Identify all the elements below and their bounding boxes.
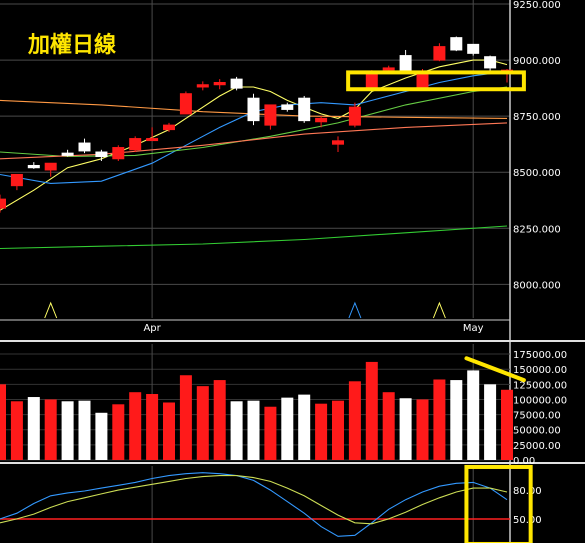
candle-body	[247, 97, 260, 122]
candle-body	[27, 164, 40, 169]
volume-bar	[95, 412, 108, 460]
volume-bar	[382, 392, 395, 460]
volume-bar	[179, 375, 192, 460]
indicator-mark	[432, 301, 446, 319]
candle-body	[163, 124, 175, 131]
candle-body	[112, 147, 125, 160]
candle-body	[433, 46, 446, 61]
volume-bar	[315, 403, 328, 460]
x-axis-tick-labels: Apr May	[143, 323, 483, 334]
volume-tick-label: 75000.00	[513, 411, 561, 422]
kd-indicator-lines	[0, 472, 508, 537]
candle-body	[44, 162, 57, 171]
kd-line	[0, 475, 508, 525]
price-tick-label: 8750.000	[513, 112, 561, 123]
kd-line	[0, 472, 508, 537]
y-axis-tick-labels: 9250.000 9000.000 8750.000 8500.000 8250.000…	[513, 0, 567, 526]
candle-body	[450, 37, 463, 51]
volume-bar	[399, 398, 412, 460]
candle-body	[298, 97, 311, 122]
candle-body	[179, 93, 192, 115]
volume-bars	[0, 361, 513, 460]
candle-body	[281, 104, 294, 110]
highlight-box	[464, 464, 533, 543]
x-tick-label: May	[463, 323, 484, 334]
indicator-mark	[348, 301, 362, 319]
volume-bar	[281, 397, 294, 460]
volume-bar	[112, 404, 125, 460]
candle-body	[196, 84, 209, 88]
candle-body	[348, 106, 361, 126]
indicator-marks	[44, 301, 446, 319]
indicator-mark	[44, 301, 58, 319]
x-tick-label: Apr	[143, 323, 161, 334]
volume-bar	[230, 401, 243, 460]
volume-bar	[213, 380, 226, 460]
candle-body	[382, 67, 395, 71]
volume-bar	[44, 399, 57, 460]
volume-bar	[484, 384, 497, 460]
price-tick-label: 8000.000	[513, 280, 561, 291]
moving-average-line	[0, 122, 508, 160]
candle-body	[146, 138, 159, 142]
volume-bar	[129, 392, 142, 460]
volume-tick-label: 125000.00	[513, 380, 567, 391]
candle-body	[10, 173, 23, 187]
candle-body	[129, 138, 142, 151]
volume-bar	[146, 394, 159, 460]
volume-bar	[365, 361, 378, 460]
volume-tick-label: 175000.00	[513, 350, 567, 361]
volume-bar	[61, 401, 74, 460]
volume-bar	[298, 394, 311, 460]
volume-tick-label: 150000.00	[513, 365, 567, 376]
candle-body	[467, 43, 480, 54]
volume-tick-label: 0.00	[513, 456, 535, 467]
volume-tick-label: 25000.00	[513, 441, 561, 452]
chart-title: 加權日線	[27, 32, 116, 58]
volume-bar	[27, 397, 40, 460]
candle-body	[315, 117, 328, 123]
volume-bar	[467, 370, 480, 460]
candlestick-series	[0, 36, 513, 213]
price-tick-label: 9000.000	[513, 56, 561, 67]
candle-body	[213, 82, 226, 86]
moving-average-line	[0, 225, 508, 250]
candle-body	[484, 56, 497, 69]
moving-average-line	[0, 86, 508, 158]
price-tick-label: 8500.000	[513, 168, 561, 179]
volume-bar	[10, 401, 23, 460]
candle-body	[332, 140, 344, 145]
kd-tick-label: 50.00	[513, 515, 542, 526]
volume-tick-label: 100000.00	[513, 395, 567, 406]
volume-bar	[501, 389, 513, 460]
candle-body	[264, 104, 277, 126]
volume-bar	[78, 400, 91, 460]
highlight-box	[346, 70, 526, 92]
volume-bar	[247, 400, 260, 460]
volume-bar	[196, 386, 209, 460]
candle-body	[61, 152, 74, 156]
trend-arrow-line	[464, 356, 526, 383]
annotations	[346, 70, 533, 543]
candle-body	[399, 55, 412, 71]
candle-body	[230, 78, 243, 89]
volume-bar	[163, 402, 175, 460]
volume-bar	[332, 400, 344, 460]
candle-body	[95, 151, 108, 158]
kd-tick-label: 80.00	[513, 486, 542, 497]
volume-bar	[433, 379, 446, 460]
candle-body	[0, 198, 6, 209]
volume-bar	[450, 380, 463, 460]
volume-bar	[0, 384, 6, 460]
volume-bar	[416, 399, 429, 460]
volume-bar	[264, 406, 277, 460]
volume-bar	[348, 381, 361, 460]
price-tick-label: 8250.000	[513, 224, 561, 235]
price-tick-label: 9250.000	[513, 0, 561, 11]
candle-body	[78, 142, 91, 152]
volume-tick-label: 50000.00	[513, 426, 561, 437]
